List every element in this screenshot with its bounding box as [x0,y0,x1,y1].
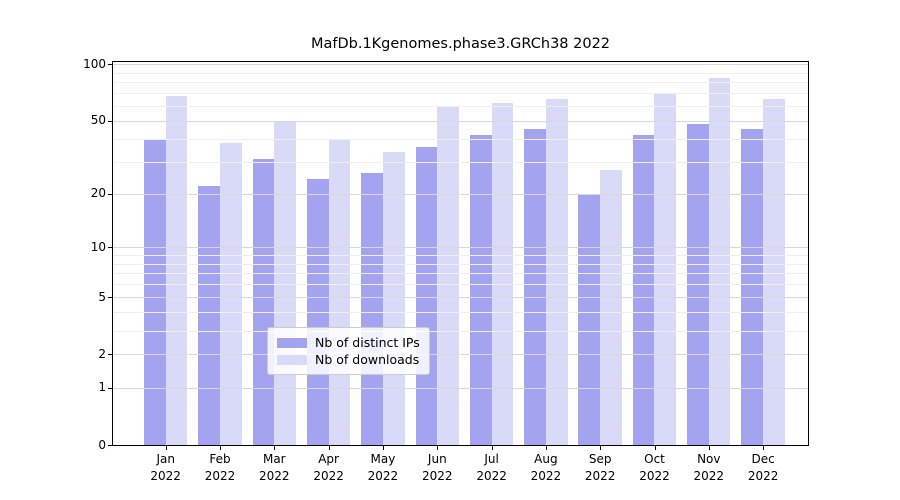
plot-area [113,62,808,445]
y-tick [108,193,113,195]
x-tick [491,446,493,450]
y-tick-label: 5 [98,289,106,304]
y-tick-label: 50 [90,113,106,128]
gridline-major [113,297,808,299]
gridline-minor [113,312,808,314]
bar-sep-downloads [600,170,622,445]
x-tick-label: Jul 2022 [476,452,507,483]
x-tick [545,446,547,450]
gridline-major [113,193,808,195]
bar-jan-downloads [165,95,188,445]
bar-jun-downloads [437,105,459,445]
x-tick-label: May 2022 [367,452,399,483]
x-tick-label: Sep 2022 [584,452,616,483]
gridline-minor [113,161,808,163]
x-tick [654,446,656,450]
y-tick [108,354,113,356]
x-tick [165,446,167,450]
x-tick [328,446,330,450]
gridline-major [113,247,808,249]
x-tick-label: Jun 2022 [422,452,453,483]
y-tick-label: 100 [83,56,106,71]
legend-swatch-downloads [277,354,307,365]
gridline-minor [113,330,808,332]
gridline-minor [113,105,808,107]
x-tick [763,446,765,450]
x-tick [600,446,602,450]
x-tick-label: Mar 2022 [259,452,290,483]
gridline-minor [113,72,808,74]
x-tick-label: Apr 2022 [313,452,344,483]
gridline-major [113,120,808,122]
chart-title: MafDb.1Kgenomes.phase3.GRCh38 2022 [310,36,611,52]
bar-oct-downloads [654,93,677,445]
bar-feb-distinct-ips [198,186,220,445]
legend-swatch-distinct-ips [277,337,307,348]
bar-may-distinct-ips [361,173,383,445]
y-tick [108,247,113,249]
bar-jul-distinct-ips [469,134,492,445]
x-tick-label: Oct 2022 [639,452,670,483]
legend-item-downloads: Nb of downloads [277,351,419,368]
gridline-minor [113,82,808,84]
x-tick [220,446,221,450]
x-tick [382,446,384,450]
x-tick [437,446,439,450]
y-tick-label: 20 [90,186,106,201]
y-tick-label: 0 [98,437,106,452]
bar-feb-downloads [220,142,242,445]
y-tick-label: 10 [90,239,106,254]
gridline-minor [113,138,808,140]
y-tick-label: 2 [98,346,106,361]
bar-apr-downloads [328,138,351,445]
x-tick-label: Feb 2022 [204,452,236,483]
legend-label-distinct-ips: Nb of distinct IPs [315,335,420,350]
gridline-major [113,387,808,389]
bar-aug-distinct-ips [524,129,546,445]
x-tick-label: Jan 2022 [150,452,181,483]
bar-oct-distinct-ips [632,134,655,445]
x-tick [708,446,710,450]
x-tick-label: Nov 2022 [693,452,725,483]
bar-may-downloads [382,151,405,445]
gridline-minor [113,93,808,95]
bar-jan-distinct-ips [144,138,166,445]
bar-nov-downloads [708,78,731,445]
y-tick [108,297,113,299]
x-tick-label: Dec 2022 [747,452,779,483]
gridline-minor [113,284,808,286]
gridline-major [113,64,808,66]
y-tick-label: 1 [98,380,106,395]
y-tick [108,445,113,446]
bar-dec-distinct-ips [741,129,764,445]
gridline-major [113,354,808,356]
gridline-minor [113,273,808,275]
legend-label-downloads: Nb of downloads [315,352,420,367]
bar-aug-downloads [545,99,568,445]
bar-mar-distinct-ips [252,159,275,445]
gridline-minor [113,263,808,265]
x-tick-label: Aug 2022 [530,452,562,483]
bar-jun-distinct-ips [415,147,438,445]
bar-sep-distinct-ips [578,193,601,445]
legend: Nb of distinct IPs Nb of downloads [267,327,430,375]
gridline-minor [113,255,808,256]
y-tick [108,64,113,66]
y-tick [108,120,113,122]
legend-item-distinct-ips: Nb of distinct IPs [277,334,420,351]
y-tick [108,387,113,389]
x-tick [274,446,276,450]
bar-dec-downloads [763,99,785,445]
